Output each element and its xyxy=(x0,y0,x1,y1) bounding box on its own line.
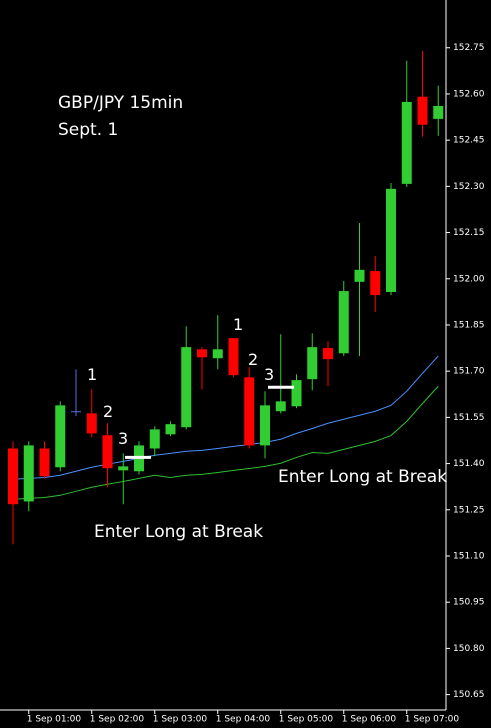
y-tick-label: 150.65 xyxy=(453,690,485,700)
candle-body xyxy=(260,405,270,446)
y-tick-label: 152.60 xyxy=(453,89,485,99)
candle-body xyxy=(86,413,97,434)
candle-body xyxy=(118,466,129,471)
candle-body xyxy=(55,405,66,468)
y-tick-label: 150.95 xyxy=(453,598,485,608)
annotation: Enter Long at Break xyxy=(278,467,447,487)
annotation: 1 xyxy=(233,315,243,334)
candle-body xyxy=(39,448,50,477)
annotation: Enter Long at Break xyxy=(94,522,263,542)
x-tick-label: 1 Sep 04:00 xyxy=(216,715,271,725)
y-tick-label: 150.80 xyxy=(453,644,485,654)
x-tick-label: 1 Sep 05:00 xyxy=(279,715,334,725)
candle-body xyxy=(197,349,207,358)
y-tick-label: 152.75 xyxy=(453,43,485,53)
candle-body xyxy=(307,347,318,380)
y-tick-label: 152.15 xyxy=(453,228,485,238)
candle-body xyxy=(401,101,412,184)
annotation: 1 xyxy=(87,365,97,384)
y-tick-label: 152.00 xyxy=(453,274,485,284)
candle-body xyxy=(275,401,286,412)
moving-average xyxy=(12,355,439,480)
candle-body xyxy=(354,269,365,282)
candle-body xyxy=(181,347,192,428)
annotation: 3 xyxy=(118,429,128,448)
y-tick-label: 151.70 xyxy=(453,367,485,377)
annotation: 2 xyxy=(248,350,258,369)
x-tick-label: 1 Sep 01:00 xyxy=(27,715,82,725)
candle-body xyxy=(165,424,176,435)
candle-body xyxy=(291,380,302,407)
annotation: 2 xyxy=(103,402,113,421)
moving-average xyxy=(12,385,439,500)
y-tick-label: 151.40 xyxy=(453,459,485,469)
candle-body xyxy=(370,271,381,296)
candle-body xyxy=(417,96,428,125)
candle-body xyxy=(23,445,34,502)
candle-body xyxy=(102,435,113,469)
x-tick-label: 1 Sep 02:00 xyxy=(90,715,145,725)
candle-body xyxy=(212,349,223,359)
y-tick-label: 152.30 xyxy=(453,182,485,192)
candle-body xyxy=(149,429,160,449)
candle-body xyxy=(8,448,18,505)
chart-subtitle: Sept. 1 xyxy=(58,120,118,140)
x-tick-label: 1 Sep 07:00 xyxy=(405,715,460,725)
annotation: 3 xyxy=(264,365,274,384)
x-tick-label: 1 Sep 03:00 xyxy=(153,715,208,725)
y-tick-label: 151.25 xyxy=(453,505,485,515)
chart-title: GBP/JPY 15min xyxy=(58,93,183,113)
y-tick-label: 151.85 xyxy=(453,320,485,330)
candle-body xyxy=(244,377,255,446)
x-tick-label: 1 Sep 06:00 xyxy=(342,715,397,725)
candle-body xyxy=(323,348,333,360)
candle-body xyxy=(433,105,444,119)
candle-body xyxy=(386,188,396,293)
candle-body xyxy=(71,411,81,413)
candle-body xyxy=(338,291,349,354)
y-tick-label: 152.45 xyxy=(453,136,485,146)
y-tick-label: 151.55 xyxy=(453,413,485,423)
y-tick-label: 151.10 xyxy=(453,551,485,561)
candle-body xyxy=(228,338,239,376)
